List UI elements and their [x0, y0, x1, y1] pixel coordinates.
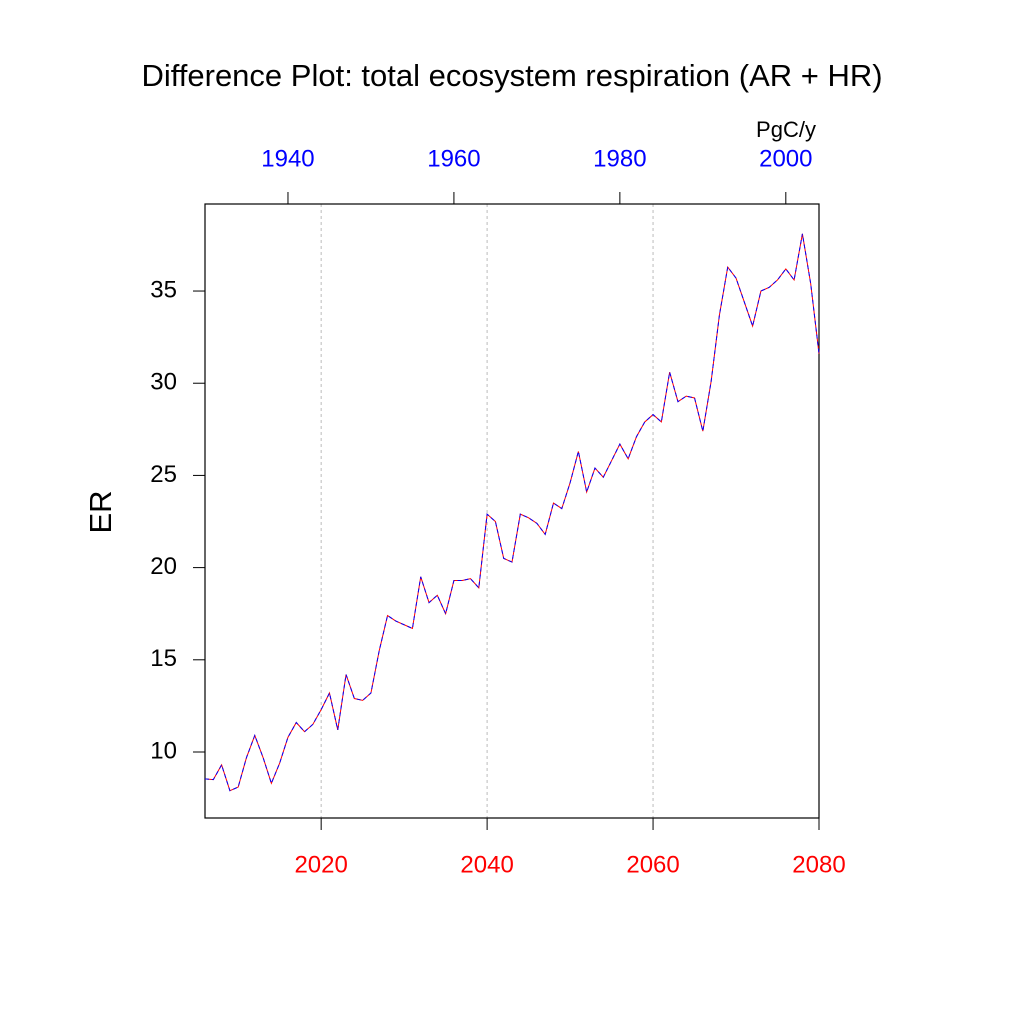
y-tick-label: 35 [150, 276, 177, 303]
units-label: PgC/y [756, 117, 816, 142]
y-tick-label: 10 [150, 737, 177, 764]
x-tick-label: 2040 [460, 851, 513, 878]
x2-tick-label: 1940 [261, 145, 314, 172]
data-line [204, 233, 820, 792]
plot-frame [204, 203, 820, 819]
y-tick-label: 20 [150, 553, 177, 580]
data-line [204, 233, 820, 792]
chart-title: Difference Plot: total ecosystem respira… [141, 58, 882, 93]
x-tick-label: 2020 [294, 851, 347, 878]
x2-tick-label: 2000 [759, 145, 812, 172]
x-tick-label: 2080 [792, 851, 845, 878]
y-axis-label: ER [83, 490, 118, 533]
x2-tick-label: 1960 [427, 145, 480, 172]
y-tick-label: 30 [150, 369, 177, 396]
y-tick-label: 25 [150, 461, 177, 488]
x-tick-label: 2060 [626, 851, 679, 878]
x2-tick-label: 1980 [593, 145, 646, 172]
y-tick-label: 15 [150, 645, 177, 672]
